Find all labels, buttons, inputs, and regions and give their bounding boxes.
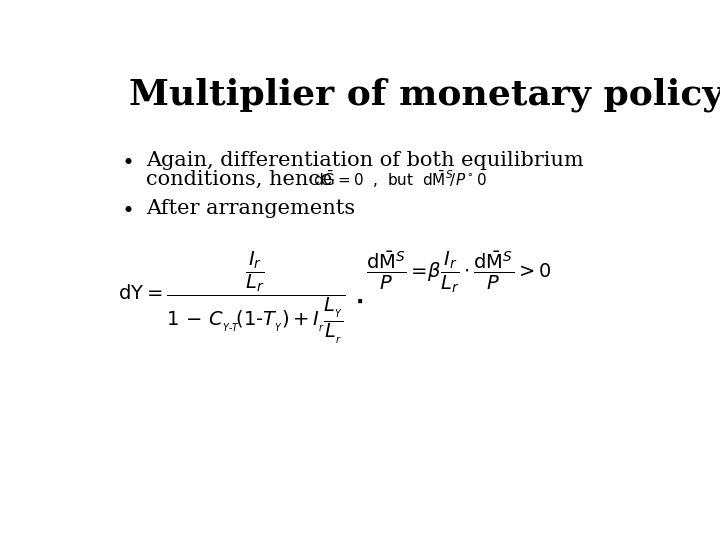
- Text: Multiplier of monetary policy: Multiplier of monetary policy: [129, 77, 720, 112]
- Text: Again, differentiation of both equilibrium: Again, differentiation of both equilibri…: [145, 151, 583, 170]
- Text: conditions, hence: conditions, hence: [145, 170, 332, 188]
- Text: $\bullet$: $\bullet$: [121, 152, 132, 171]
- Text: $\boldsymbol{\cdot}$: $\boldsymbol{\cdot}$: [355, 292, 363, 312]
- Text: $\mathrm{d\bar{G}=0}$  ,  but  $\mathrm{d\bar{M}}^{S}\!/P\,^{\circ}\,0$: $\mathrm{d\bar{G}=0}$ , but $\mathrm{d\b…: [313, 168, 487, 190]
- Text: After arrangements: After arrangements: [145, 199, 355, 218]
- Text: $\dfrac{\mathrm{d\bar{M}}^{S}}{P}=\!\beta\dfrac{I_r}{L_r}\cdot\dfrac{\mathrm{d\b: $\dfrac{\mathrm{d\bar{M}}^{S}}{P}=\!\bet…: [366, 250, 552, 295]
- Text: $\bullet$: $\bullet$: [121, 200, 132, 219]
- Text: $\mathrm{dY} = \dfrac{\dfrac{I_r}{L_r}}{1\,-\,C_{_{Y\text{-}T}}\!\left(1\text{-}: $\mathrm{dY} = \dfrac{\dfrac{I_r}{L_r}}{…: [118, 250, 346, 346]
